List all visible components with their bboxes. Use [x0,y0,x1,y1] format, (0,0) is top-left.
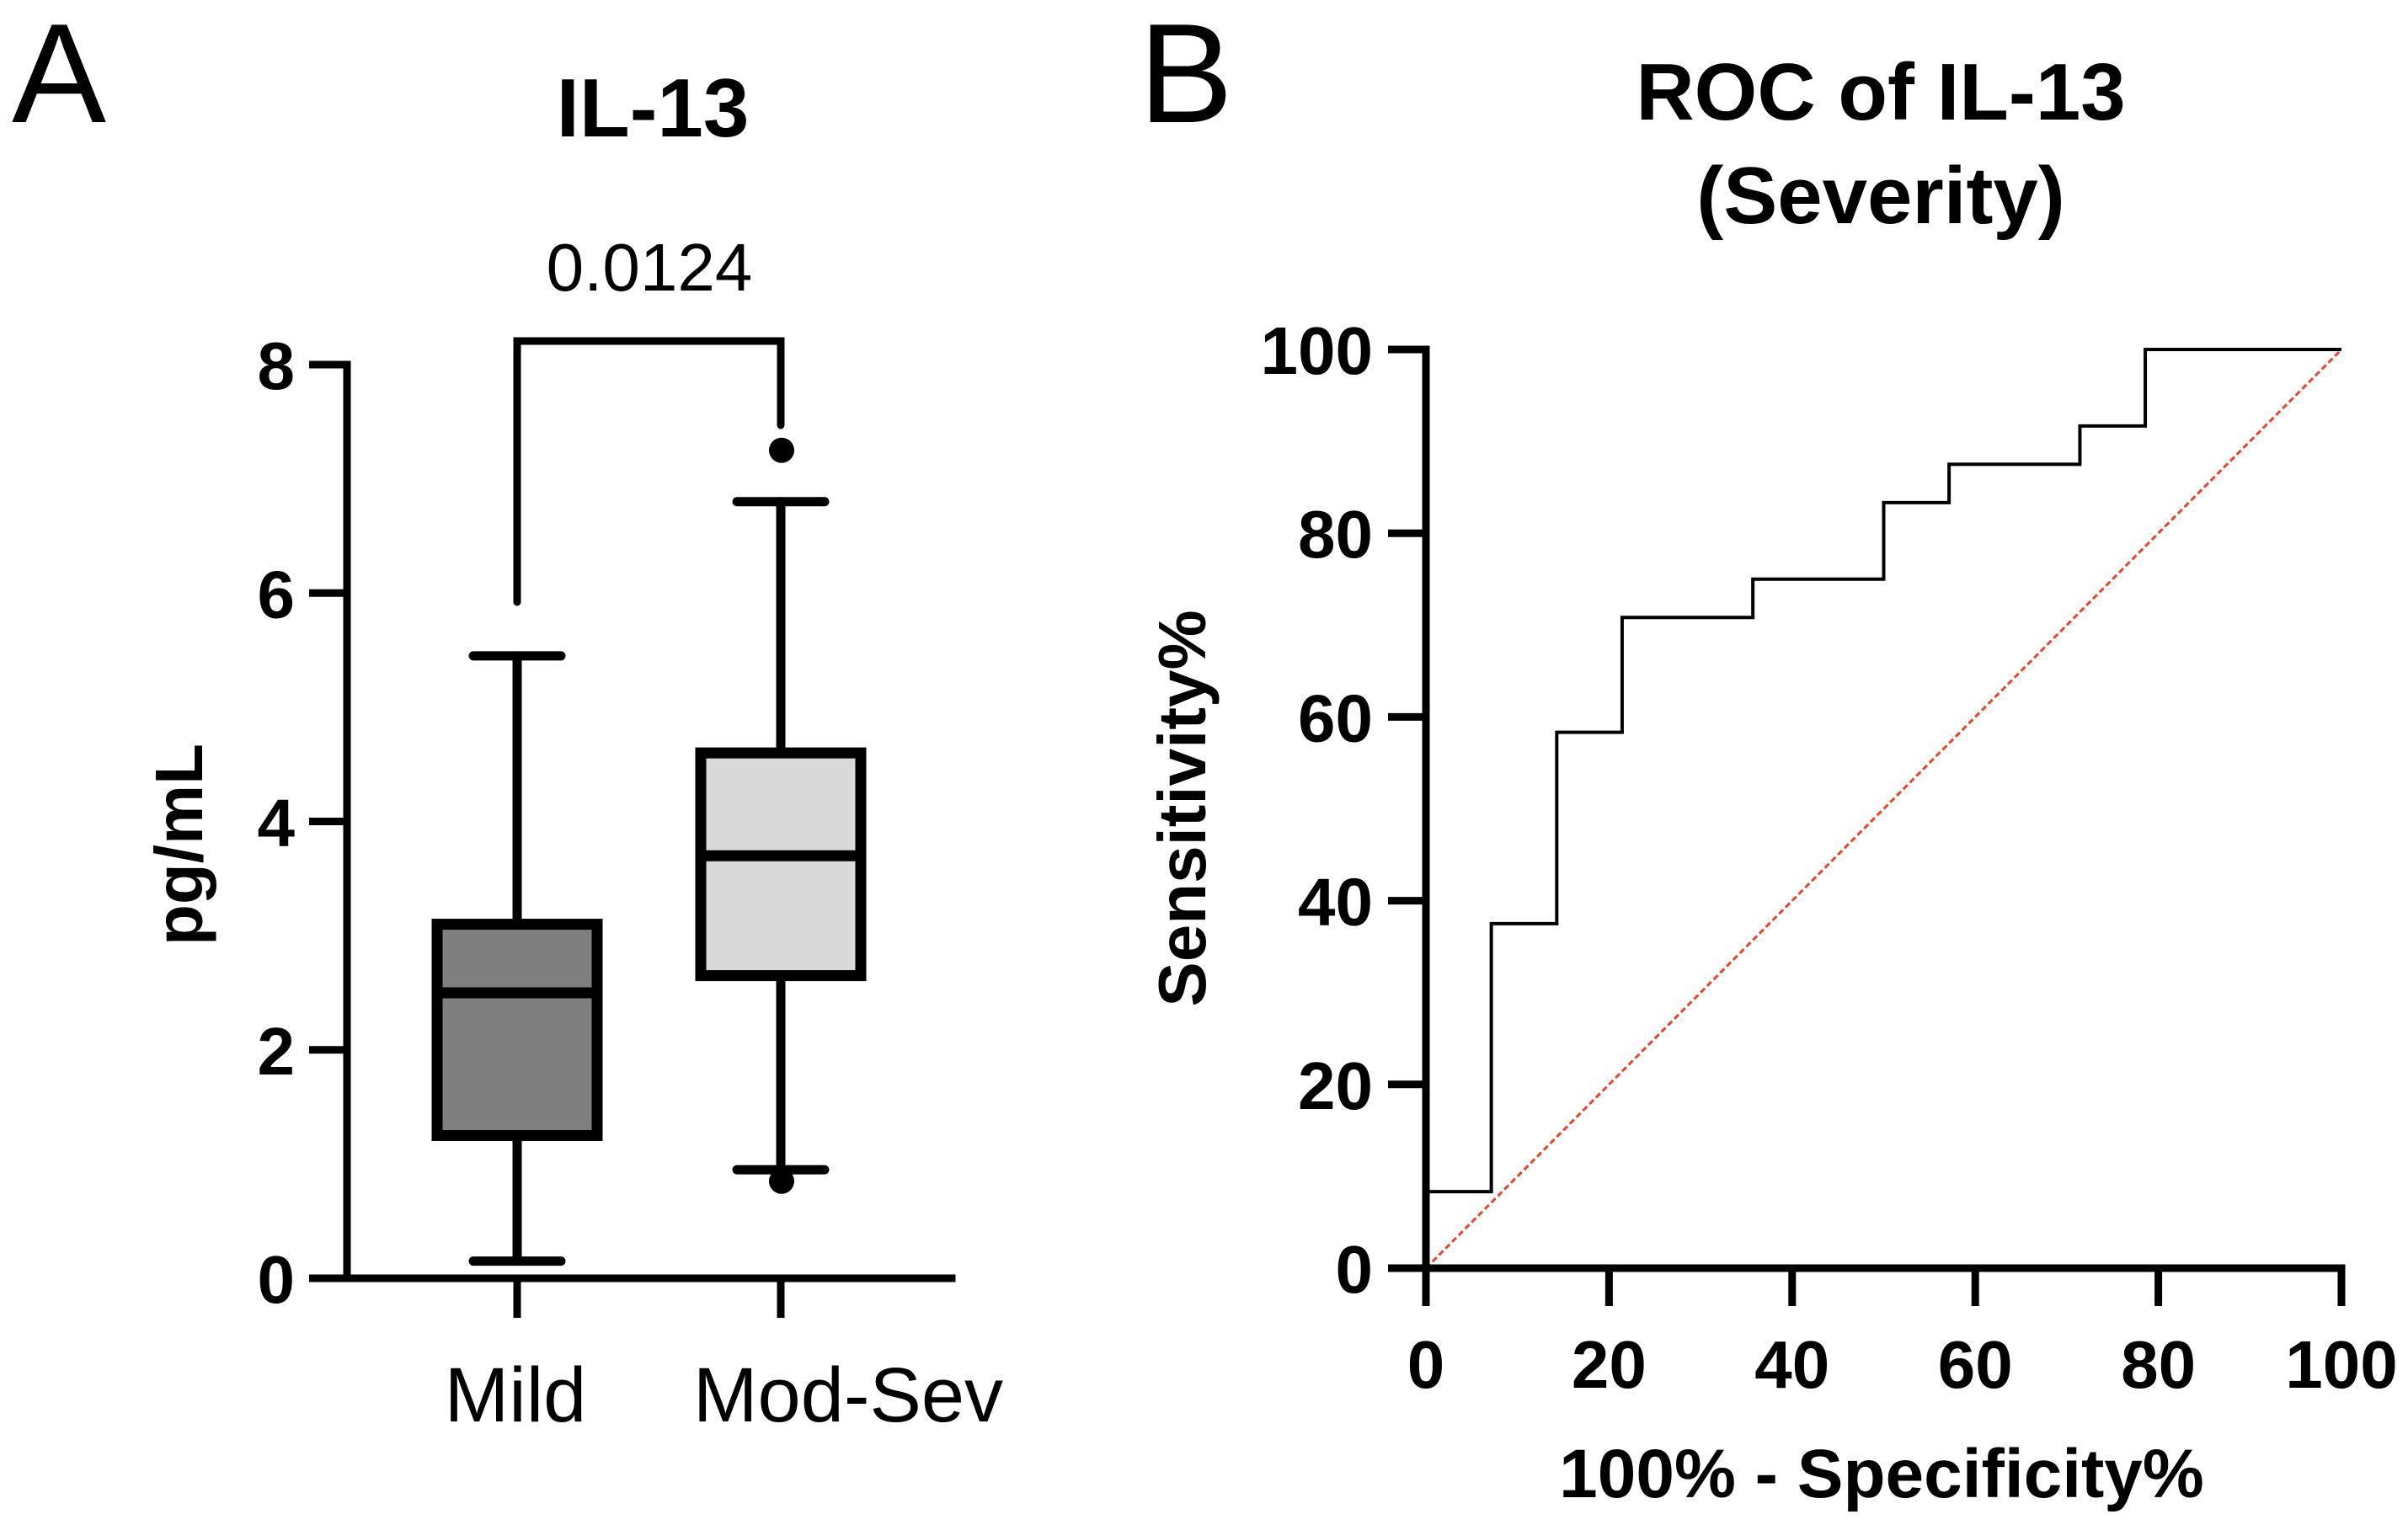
boxplot-y-tick-label: 6 [258,557,296,632]
roc-y-tick-label: 20 [1298,1048,1373,1123]
panel-a-label: A [12,0,106,152]
roc-x-tick-label: 100 [2285,1327,2397,1402]
roc-y-tick-label: 80 [1298,497,1373,572]
boxplot-y-ticks: 0 2 4 6 8 [258,328,347,1317]
boxplot-title: IL-13 [557,61,750,154]
roc-x-tick-label: 40 [1754,1327,1829,1402]
roc-panel: ROC of IL-13 (Severity) Sensitivity% 100… [1145,47,2398,1512]
boxplot-panel: IL-13 0.0124 pg/mL 0 2 4 6 8 Mild Mod-Sev [141,61,1003,1438]
roc-x-tick-label: 0 [1407,1327,1445,1402]
x-tick-label-mod-sev: Mod-Sev [693,1352,1003,1438]
outlier-point [769,1168,794,1194]
boxplot-y-axis-title: pg/mL [141,744,216,946]
boxplot-y-tick-label: 2 [258,1014,296,1089]
roc-x-tick-label: 80 [2121,1327,2196,1402]
boxplot-y-tick-label: 8 [258,328,296,403]
x-tick-label-mild: Mild [445,1352,587,1438]
iqr-box [695,747,867,982]
roc-curve [1424,348,2341,1268]
iqr-box [431,919,603,1141]
roc-y-tick-label: 0 [1336,1232,1374,1307]
roc-x-tick-label: 20 [1572,1327,1647,1402]
roc-y-axis-title: Sensitivity% [1145,610,1220,1006]
roc-lines [1424,348,2343,1270]
roc-title-line-1: ROC of IL-13 [1636,47,2125,137]
roc-x-axis-title: 100% - Specificity% [1559,1436,2204,1512]
roc-ticks: 0 20 40 60 80 100 0 20 40 60 80 100 [1261,313,2398,1402]
boxplot-y-tick-label: 0 [258,1242,296,1317]
boxplot-boxes [431,437,867,1266]
box-mod-sev [695,437,867,1194]
roc-title-line-2: (Severity) [1696,151,2065,241]
roc-y-tick-label: 60 [1298,680,1373,755]
significance-bracket [513,337,785,606]
roc-y-tick-label: 40 [1298,865,1373,940]
panel-b-label: B [1139,0,1233,152]
box-mild [431,651,603,1266]
p-value-label: 0.0124 [547,230,753,305]
roc-x-tick-label: 60 [1938,1327,2013,1402]
roc-y-tick-label: 100 [1261,313,1373,388]
boxplot-y-tick-label: 4 [258,786,296,861]
roc-reference-line [1424,348,2343,1270]
outlier-point [769,437,794,463]
